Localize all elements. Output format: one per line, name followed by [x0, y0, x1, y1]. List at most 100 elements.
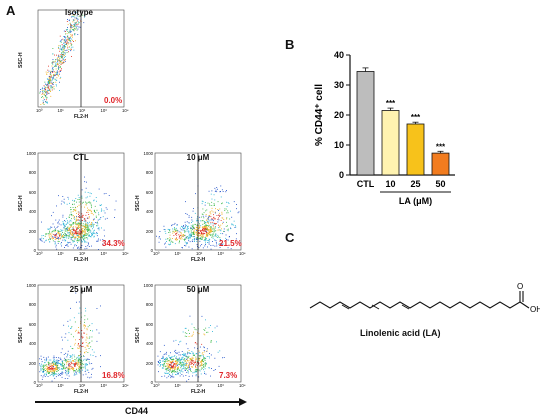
y-tick-label: 1000	[143, 283, 153, 288]
y-tick-label: 400	[145, 341, 153, 347]
y-tick-label: 600	[145, 189, 153, 195]
x-tick-label: 10⁰	[36, 108, 43, 113]
y-tick-label: 200	[145, 228, 153, 234]
event-cloud	[39, 11, 85, 105]
x-tick-label: 10¹	[174, 383, 181, 388]
category-label: 25	[410, 179, 420, 189]
linolenic-acid-structure: O OH	[309, 282, 540, 314]
y-tick-label: 800	[28, 170, 36, 176]
y-tick-label: 10	[334, 140, 344, 150]
flow-plot-title: 50 μM	[186, 285, 210, 294]
oxygen-atom: O	[517, 282, 523, 291]
y-tick-label: 800	[28, 302, 36, 308]
x-tick-label: 10⁴	[122, 108, 129, 113]
x-tick-label: 10¹	[57, 251, 64, 256]
y-axis-label: SSC-H	[18, 52, 24, 68]
flow-plot-0	[37, 9, 125, 108]
event-cloud	[39, 176, 119, 250]
bar-CTL	[356, 71, 375, 176]
x-tick-label: 10⁰	[36, 383, 43, 388]
gate-percentage: 16.8%	[102, 371, 125, 380]
hydroxyl-group: OH	[530, 305, 540, 314]
cd44-marker-label: CD44	[125, 406, 149, 416]
x-tick-label: 10⁰	[153, 251, 160, 256]
y-axis-label: % CD44⁺ cell	[314, 84, 325, 146]
molecule-name: Linolenic acid (LA)	[360, 328, 441, 338]
carbon-chain	[309, 301, 521, 309]
x-tick-label: 10²	[79, 108, 86, 113]
significance-label: ***	[411, 113, 421, 122]
gate-percentage: 34.3%	[102, 239, 125, 248]
flow-plot-1	[37, 152, 125, 251]
category-label: CTL	[357, 179, 375, 189]
hydroxyl-bond	[519, 301, 530, 309]
flow-plot-2	[154, 152, 242, 251]
bar-50	[431, 152, 450, 176]
y-tick-label: 0	[33, 380, 36, 385]
x-tick-label: 10⁰	[36, 251, 43, 256]
x-tick-label: 10¹	[57, 108, 64, 113]
flow-scatter-1	[37, 152, 125, 251]
panel-label-b: B	[285, 37, 295, 52]
bar-chart: 0 10 20 30 40 % CD44⁺ cell CTL *** 10 *** 25 *** 50L…	[314, 50, 455, 206]
flow-plot-title: CTL	[73, 153, 89, 162]
y-tick-label: 20	[334, 110, 344, 120]
x-tick-label: 10³	[217, 251, 224, 256]
x-tick-label: 10⁰	[153, 383, 160, 388]
y-tick-label: 0	[150, 248, 153, 253]
y-tick-label: 1000	[143, 151, 153, 156]
x-tick-label: 10²	[79, 251, 86, 256]
y-tick-label: 600	[145, 321, 153, 327]
x-tick-label: 10¹	[174, 251, 181, 256]
event-cloud	[157, 315, 225, 382]
x-axis-label: FL2-H	[74, 257, 89, 263]
flow-plot-4	[154, 284, 242, 383]
x-axis-label: FL2-H	[191, 257, 206, 263]
category-label: 10	[385, 179, 395, 189]
x-tick-label: 10⁴	[239, 383, 246, 388]
y-tick-label: 40	[334, 50, 344, 60]
x-tick-label: 10³	[100, 108, 107, 113]
x-tick-label: 10³	[100, 383, 107, 388]
y-tick-label: 400	[28, 209, 36, 215]
y-tick-label: 400	[145, 209, 153, 215]
y-tick-label: 800	[145, 302, 153, 308]
y-tick-label: 0	[33, 248, 36, 253]
cd44-axis-arrow-line	[35, 401, 240, 403]
double-bond-2	[371, 304, 380, 310]
y-tick-label: 200	[28, 228, 36, 234]
y-tick-label: 1000	[26, 151, 36, 156]
x-tick-label: 10⁴	[239, 251, 246, 256]
bar-10	[381, 110, 400, 176]
y-tick-label: 800	[145, 170, 153, 176]
double-bond-3	[401, 304, 410, 310]
x-axis-label: LA (μM)	[399, 196, 432, 206]
event-cloud	[156, 185, 241, 250]
y-tick-label: 1000	[26, 283, 36, 288]
x-tick-label: 10³	[217, 383, 224, 388]
panel-label-c: C	[285, 230, 295, 245]
x-tick-label: 10⁴	[122, 251, 129, 256]
gate-percentage: 21.5%	[219, 239, 242, 248]
y-tick-label: 400	[28, 341, 36, 347]
x-axis-label: FL2-H	[74, 389, 89, 395]
event-cloud	[39, 292, 101, 382]
x-axis-label: FL2-H	[74, 114, 89, 120]
bar-25	[406, 123, 425, 176]
gate-percentage: 0.0%	[104, 96, 123, 105]
y-tick-label: 30	[334, 80, 344, 90]
flow-scatter-3	[37, 284, 125, 383]
flow-plot-title: 25 μM	[69, 285, 93, 294]
x-tick-label: 10²	[196, 383, 203, 388]
y-tick-label: 600	[28, 321, 36, 327]
y-tick-label: 600	[28, 189, 36, 195]
flow-plot-title: Isotype	[64, 8, 93, 17]
gate-percentage: 7.3%	[219, 371, 238, 380]
y-tick-label: 200	[145, 360, 153, 366]
flow-plot-3	[37, 284, 125, 383]
panel-label-a: A	[6, 3, 16, 18]
y-tick-label: 200	[28, 360, 36, 366]
x-tick-label: 10¹	[57, 383, 64, 388]
flow-scatter-0	[37, 9, 125, 108]
flow-scatter-2	[154, 152, 242, 251]
